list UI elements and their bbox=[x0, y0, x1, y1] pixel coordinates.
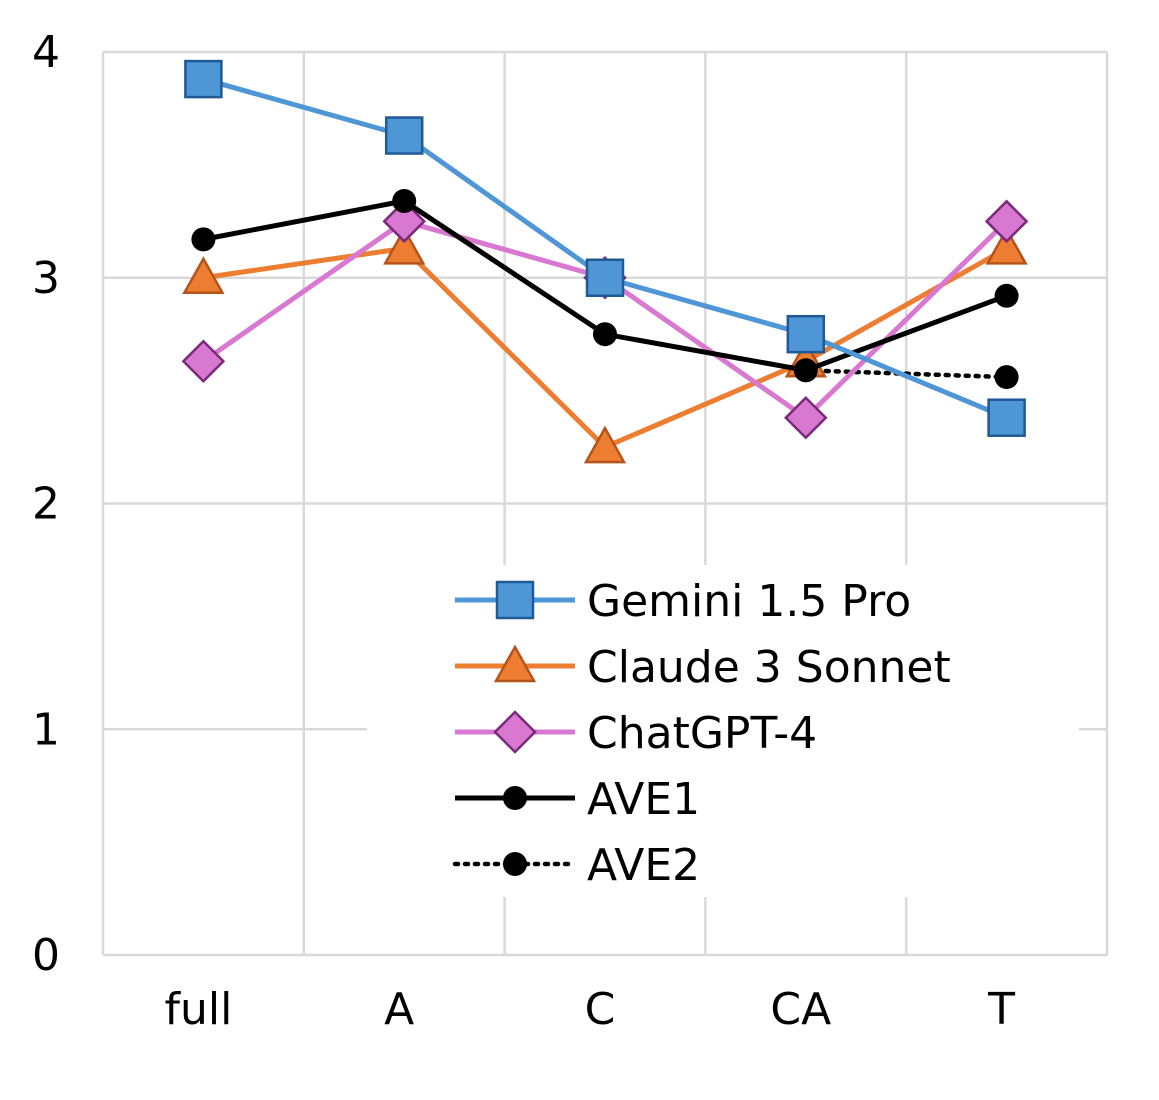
legend-marker bbox=[503, 786, 527, 810]
data-point bbox=[985, 226, 1028, 265]
x-tick-label: T bbox=[987, 984, 1015, 1035]
data-point bbox=[793, 358, 818, 383]
legend-marker bbox=[493, 710, 537, 754]
legend-item: AVE2 bbox=[452, 840, 700, 891]
y-tick-label: 2 bbox=[32, 479, 60, 530]
data-point bbox=[593, 322, 617, 347]
y-tick-label: 0 bbox=[32, 930, 60, 981]
data-point bbox=[984, 199, 1029, 244]
data-point bbox=[382, 199, 426, 244]
legend-item: Gemini 1.5 Pro bbox=[455, 576, 911, 627]
legend-label: Gemini 1.5 Pro bbox=[587, 576, 911, 627]
data-point bbox=[383, 226, 426, 265]
x-tick-label: full bbox=[164, 984, 232, 1035]
legend-item: ChatGPT-4 bbox=[455, 708, 817, 759]
series-line bbox=[201, 218, 1009, 421]
data-point bbox=[585, 258, 625, 297]
axes: 0 1 2 3 4 full A C CA T bbox=[32, 27, 1015, 1035]
legend-marker bbox=[495, 580, 535, 620]
y-tick-label: 3 bbox=[32, 253, 60, 304]
legend-item: AVE1 bbox=[455, 774, 700, 825]
legend-marker bbox=[493, 644, 537, 683]
data-point bbox=[994, 283, 1019, 308]
x-tick-label: C bbox=[585, 984, 616, 1035]
legend-label: AVE2 bbox=[587, 840, 700, 891]
series-line bbox=[202, 76, 1008, 421]
legend: Gemini 1.5 Pro Claude 3 Sonnet ChatGPT-4 AV… bbox=[367, 565, 1079, 897]
data-point bbox=[994, 365, 1019, 390]
series-ave1 bbox=[191, 188, 1019, 383]
legend-marker bbox=[503, 852, 527, 876]
legend-label: Claude 3 Sonnet bbox=[587, 642, 951, 693]
legend-label: ChatGPT-4 bbox=[587, 708, 817, 759]
data-point bbox=[786, 314, 826, 354]
data-point bbox=[384, 116, 424, 155]
data-point bbox=[784, 395, 828, 440]
series-lines bbox=[181, 59, 1029, 464]
legend-item: Claude 3 Sonnet bbox=[455, 642, 951, 693]
data-point bbox=[182, 256, 225, 294]
series-chatgpt-4 bbox=[181, 199, 1029, 440]
data-point bbox=[583, 425, 627, 464]
data-point bbox=[987, 398, 1026, 437]
data-point bbox=[392, 188, 417, 213]
x-tick-label: CA bbox=[770, 984, 831, 1035]
y-tick-label: 1 bbox=[32, 704, 60, 755]
data-point bbox=[181, 339, 226, 384]
series-gemini-1-5-pro bbox=[184, 59, 1026, 437]
x-tick-label: A bbox=[384, 984, 414, 1035]
data-point bbox=[184, 59, 223, 99]
legend-label: AVE1 bbox=[587, 774, 700, 825]
data-point bbox=[191, 227, 216, 252]
y-tick-label: 4 bbox=[32, 27, 60, 78]
